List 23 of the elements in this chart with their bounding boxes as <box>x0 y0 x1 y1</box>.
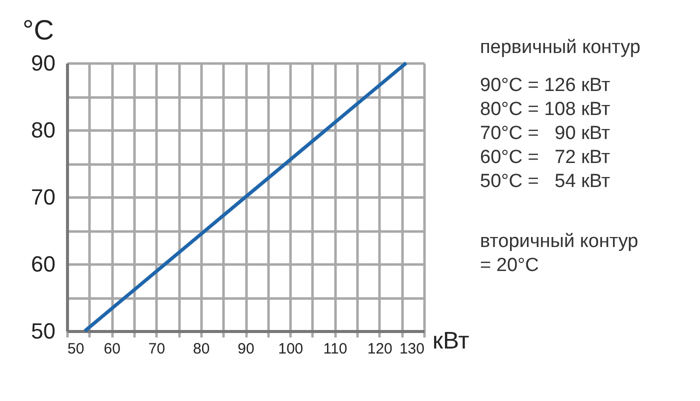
x-tick-label: 70 <box>148 340 166 358</box>
text: 80°C = 108 кВт <box>480 98 612 122</box>
y-tick-label: 70 <box>31 184 56 210</box>
text: 50°C = 54 кВт <box>480 170 612 194</box>
text: 70°C = 90 кВт <box>480 122 612 146</box>
x-tick-label: 60 <box>104 340 120 358</box>
text: = 20°C <box>480 254 540 278</box>
y-tick-label: 80 <box>31 118 56 142</box>
x-tick-label: 80 <box>193 340 210 358</box>
y-tick-label: 60 <box>31 252 56 276</box>
text: 90°C = 126 кВт <box>480 74 612 98</box>
y-tick-label: 90 <box>31 50 56 76</box>
x-tick-label: 50 <box>68 340 84 358</box>
x-tick-label: 100 <box>278 340 304 358</box>
x-tick-label: 130 <box>399 340 424 358</box>
text: 60°C = 72 кВт <box>480 146 612 170</box>
x-tick-label: 120 <box>367 340 392 358</box>
x-tick-label: 110 <box>323 340 348 358</box>
x-axis-title: кВт <box>432 328 470 354</box>
y-axis-title: °C <box>22 14 54 46</box>
x-tick-label: 90 <box>238 340 254 358</box>
text: вторичный контур <box>480 230 640 254</box>
text: первичный контур <box>480 36 640 60</box>
